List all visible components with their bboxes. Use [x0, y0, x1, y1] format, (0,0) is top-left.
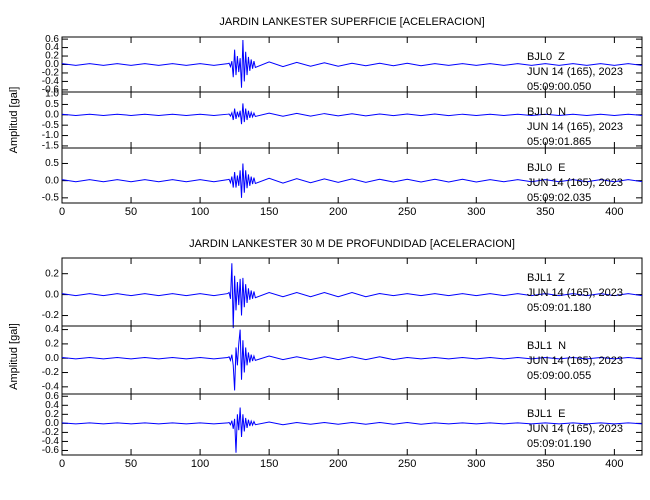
- y-tick-label: 1.0: [45, 89, 59, 100]
- y-tick-label: 0.0: [45, 289, 59, 300]
- waveform: [61, 103, 643, 125]
- trace-date: JUN 14 (165), 2023: [527, 287, 623, 299]
- y-axis-label: Amplitud [gal]: [8, 87, 20, 154]
- trace-time: 05:09:02.035: [527, 192, 591, 204]
- y-tick-label: -0.2: [42, 68, 60, 79]
- y-tick-label: -0.6: [42, 445, 60, 456]
- waveform: [61, 263, 643, 329]
- trace-date: JUN 14 (165), 2023: [527, 355, 623, 367]
- y-tick-label: 0.4: [45, 324, 59, 335]
- y-axis-label: Amplitud [gal]: [8, 323, 20, 390]
- trace-station: BJL1 N: [527, 340, 566, 352]
- y-tick-label: 0.0: [45, 353, 59, 364]
- x-tick-label: 100: [191, 206, 209, 218]
- y-tick-label: 0.5: [45, 99, 59, 110]
- y-tick-label: 0.2: [45, 51, 59, 62]
- y-tick-label: 0.2: [45, 268, 59, 279]
- y-tick-label: -1.0: [42, 130, 60, 141]
- trace-station: BJL0 N: [527, 106, 566, 118]
- y-tick-label: -0.2: [42, 427, 60, 438]
- trace-station: BJL1 E: [527, 408, 566, 420]
- trace-station: BJL1 Z: [527, 272, 565, 284]
- y-tick-label: 0.0: [45, 59, 59, 70]
- y-tick-label: 0.2: [45, 409, 59, 420]
- y-tick-label: 0.6: [45, 391, 59, 402]
- panel-frame: [61, 393, 643, 456]
- trace-time: 05:09:00.055: [527, 370, 591, 382]
- waveform: [61, 39, 643, 88]
- x-tick-label: 50: [125, 458, 137, 470]
- trace-station: BJL0 Z: [527, 51, 565, 63]
- trace-date: JUN 14 (165), 2023: [527, 177, 623, 189]
- x-tick-label: 250: [398, 206, 416, 218]
- trace-time: 05:09:01.190: [527, 438, 591, 450]
- y-tick-label: 0.0: [45, 418, 59, 429]
- x-tick-label: 350: [536, 458, 554, 470]
- trace-date: JUN 14 (165), 2023: [527, 121, 623, 133]
- trace-time: 05:09:01.180: [527, 302, 591, 314]
- x-tick-label: 200: [329, 206, 347, 218]
- y-tick-label: -0.2: [42, 310, 60, 321]
- chart-title: JARDIN LANKESTER SUPERFICIE [ACELERACION…: [219, 16, 484, 28]
- y-tick-label: 0.4: [45, 42, 59, 53]
- y-tick-label: 0.2: [45, 339, 59, 350]
- x-tick-label: 250: [398, 458, 416, 470]
- y-tick-label: -0.4: [42, 381, 60, 392]
- trace-station: BJL0 E: [527, 162, 566, 174]
- trace-date: JUN 14 (165), 2023: [527, 423, 623, 435]
- x-tick-label: 300: [467, 206, 485, 218]
- y-tick-label: 0.0: [45, 109, 59, 120]
- waveform: [61, 329, 643, 391]
- y-tick-label: -0.2: [42, 367, 60, 378]
- y-tick-label: -1.5: [42, 141, 60, 152]
- y-tick-label: 0.6: [45, 34, 59, 45]
- y-tick-label: 0.5: [45, 158, 59, 169]
- trace-date: JUN 14 (165), 2023: [527, 66, 623, 78]
- x-tick-label: 100: [191, 458, 209, 470]
- waveform: [61, 163, 643, 198]
- x-tick-label: 400: [605, 458, 623, 470]
- trace-time: 05:09:00.050: [527, 81, 591, 93]
- y-tick-label: -0.6: [42, 85, 60, 96]
- waveform: [61, 407, 643, 453]
- y-tick-label: -0.5: [42, 192, 60, 203]
- y-tick-label: -0.4: [42, 76, 60, 87]
- x-tick-label: 400: [605, 206, 623, 218]
- trace-time: 05:09:01.865: [527, 136, 591, 148]
- x-tick-label: 350: [536, 206, 554, 218]
- x-tick-label: 150: [260, 206, 278, 218]
- x-tick-label: 150: [260, 458, 278, 470]
- y-tick-label: 0.0: [45, 175, 59, 186]
- chart-title: JARDIN LANKESTER 30 M DE PROFUNDIDAD [AC…: [189, 238, 515, 250]
- y-tick-label: 0.4: [45, 400, 59, 411]
- x-tick-label: 200: [329, 458, 347, 470]
- panel-frame: [61, 147, 643, 204]
- y-tick-label: -0.5: [42, 120, 60, 131]
- x-tick-label: 300: [467, 458, 485, 470]
- x-tick-label: 50: [125, 206, 137, 218]
- y-tick-label: -0.4: [42, 436, 60, 447]
- x-tick-label: 0: [59, 206, 65, 218]
- x-tick-label: 0: [59, 458, 65, 470]
